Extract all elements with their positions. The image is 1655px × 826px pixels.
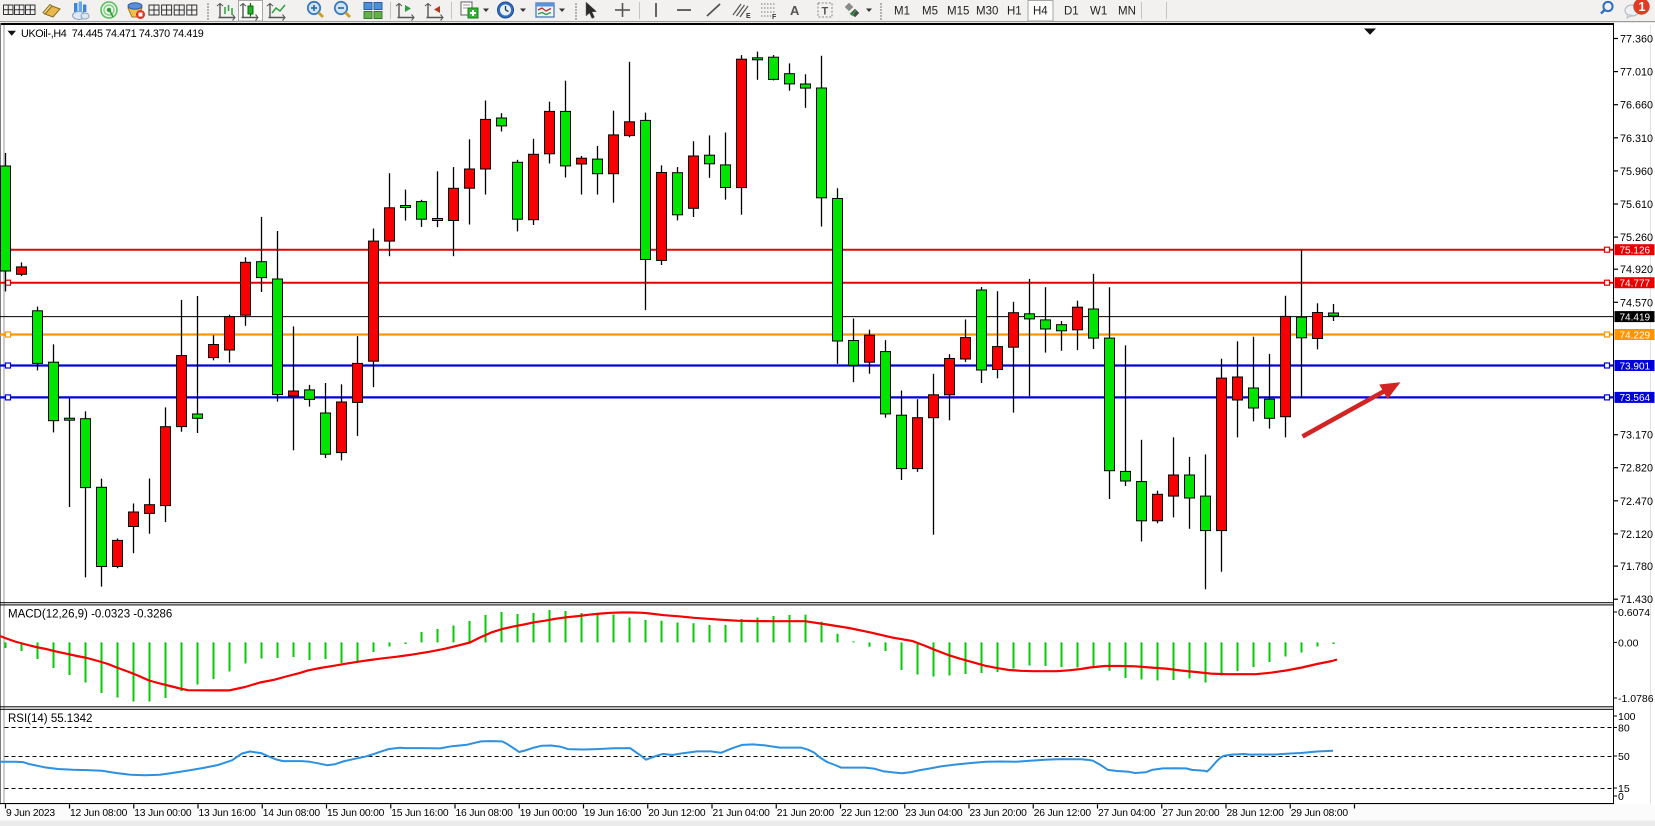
svg-text:RSI(14) 55.1342: RSI(14) 55.1342 [8, 713, 92, 725]
svg-text:76.660: 76.660 [1620, 100, 1653, 112]
svg-text:19 Jun 16:00: 19 Jun 16:00 [584, 808, 642, 819]
svg-text:13 Jun 00:00: 13 Jun 00:00 [134, 808, 192, 819]
svg-text:H4: H4 [1033, 6, 1048, 18]
svg-text:80: 80 [1618, 723, 1630, 735]
svg-text:74.920: 74.920 [1620, 264, 1653, 276]
svg-text:15 Jun 16:00: 15 Jun 16:00 [391, 808, 449, 819]
svg-text:21 Jun 20:00: 21 Jun 20:00 [777, 808, 835, 819]
svg-text:75.126: 75.126 [1620, 246, 1651, 257]
svg-text:20 Jun 12:00: 20 Jun 12:00 [648, 808, 706, 819]
svg-text:1: 1 [1639, 0, 1646, 14]
svg-text:76.310: 76.310 [1620, 133, 1653, 145]
svg-text:74.570: 74.570 [1620, 297, 1653, 309]
svg-text:MN: MN [1118, 6, 1136, 18]
svg-text:UKOil-,H4 74.445 74.471 74.37: UKOil-,H4 74.445 74.471 74.370 74.419 [21, 28, 204, 40]
svg-text:F: F [772, 14, 777, 21]
svg-text:M15: M15 [947, 6, 969, 18]
svg-text:23 Jun 20:00: 23 Jun 20:00 [970, 808, 1028, 819]
svg-text:77.010: 77.010 [1620, 67, 1653, 79]
svg-text:72.820: 72.820 [1620, 463, 1653, 475]
svg-text:75.610: 75.610 [1620, 199, 1653, 211]
svg-text:74.419: 74.419 [1620, 312, 1651, 323]
svg-text:27 Jun 04:00: 27 Jun 04:00 [1098, 808, 1156, 819]
svg-text:MACD(12,26,9) -0.0323 -0.3286: MACD(12,26,9) -0.0323 -0.3286 [8, 609, 172, 621]
svg-text:75.960: 75.960 [1620, 166, 1653, 178]
svg-text:73.901: 73.901 [1620, 361, 1651, 372]
svg-text:E: E [746, 13, 751, 20]
svg-text:H1: H1 [1007, 6, 1022, 18]
svg-text:26 Jun 12:00: 26 Jun 12:00 [1034, 808, 1092, 819]
svg-text:28 Jun 12:00: 28 Jun 12:00 [1227, 808, 1285, 819]
svg-text:15 Jun 00:00: 15 Jun 00:00 [327, 808, 385, 819]
svg-text:73.564: 73.564 [1620, 393, 1651, 404]
svg-text:-1.0786: -1.0786 [1618, 693, 1654, 705]
svg-text:13 Jun 16:00: 13 Jun 16:00 [199, 808, 257, 819]
svg-text:72.120: 72.120 [1620, 529, 1653, 541]
svg-text:0: 0 [1618, 791, 1624, 803]
svg-text:M1: M1 [894, 6, 910, 18]
svg-text:50: 50 [1618, 751, 1630, 763]
svg-text:T: T [822, 6, 829, 18]
svg-text:100: 100 [1618, 711, 1636, 723]
svg-text:77.360: 77.360 [1620, 34, 1653, 46]
svg-text:71.780: 71.780 [1620, 561, 1653, 573]
svg-text:W1: W1 [1090, 6, 1107, 18]
svg-text:M30: M30 [976, 6, 998, 18]
svg-text:23 Jun 04:00: 23 Jun 04:00 [905, 808, 963, 819]
svg-text:19 Jun 00:00: 19 Jun 00:00 [520, 808, 578, 819]
svg-text:73.170: 73.170 [1620, 430, 1653, 442]
svg-text:29 Jun 08:00: 29 Jun 08:00 [1291, 808, 1349, 819]
svg-text:D1: D1 [1064, 6, 1079, 18]
svg-text:15: 15 [1618, 783, 1630, 795]
svg-text:21 Jun 04:00: 21 Jun 04:00 [713, 808, 771, 819]
svg-text:16 Jun 08:00: 16 Jun 08:00 [456, 808, 514, 819]
svg-text:0.00: 0.00 [1618, 637, 1639, 649]
svg-text:14 Jun 08:00: 14 Jun 08:00 [263, 808, 321, 819]
svg-text:M5: M5 [922, 6, 938, 18]
svg-text:9 Jun 2023: 9 Jun 2023 [6, 808, 55, 819]
svg-text:0.6074: 0.6074 [1618, 607, 1650, 619]
svg-text:74.229: 74.229 [1620, 330, 1651, 341]
svg-text:75.260: 75.260 [1620, 232, 1653, 244]
svg-text:A: A [790, 3, 800, 18]
svg-text:71.430: 71.430 [1620, 594, 1653, 606]
svg-text:72.470: 72.470 [1620, 496, 1653, 508]
svg-text:12 Jun 08:00: 12 Jun 08:00 [70, 808, 128, 819]
svg-text:27 Jun 20:00: 27 Jun 20:00 [1162, 808, 1220, 819]
svg-text:22 Jun 12:00: 22 Jun 12:00 [841, 808, 899, 819]
svg-text:74.777: 74.777 [1620, 279, 1651, 290]
